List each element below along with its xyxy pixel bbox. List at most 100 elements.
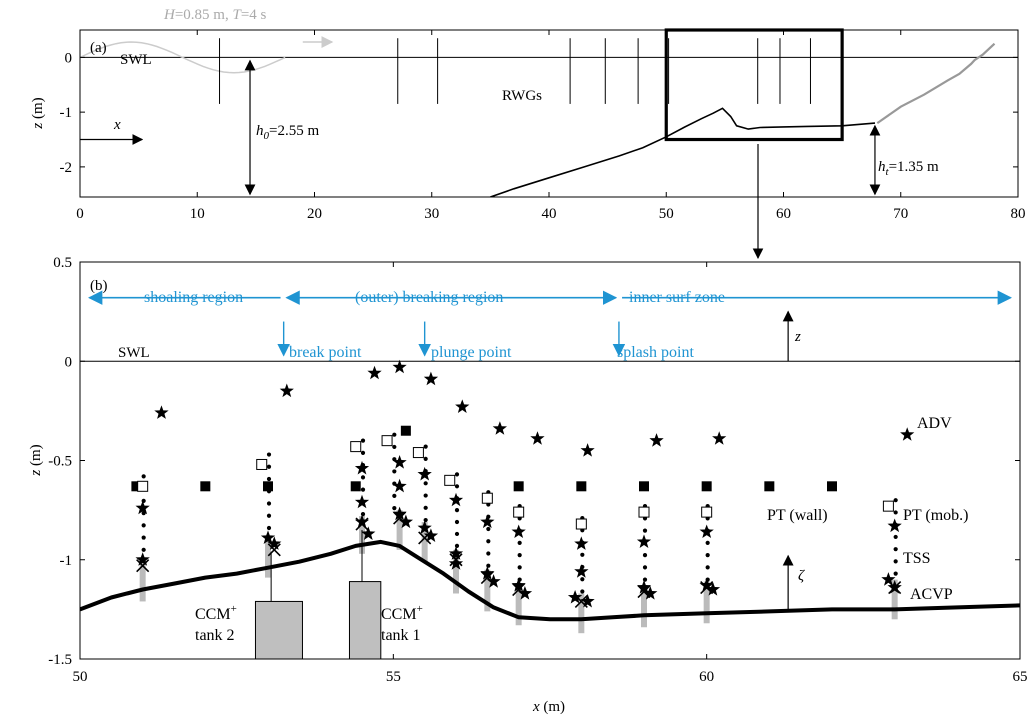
adv-star-marker <box>448 556 464 570</box>
tss-sample-dot <box>266 452 272 457</box>
tss-sample-dot <box>517 565 522 570</box>
tss-sample-dot <box>642 528 648 533</box>
x-tick-label-b: 65 <box>1013 669 1028 685</box>
tss-sample-dot <box>141 547 146 552</box>
tss-sample-dot <box>893 510 898 515</box>
adv-star-marker <box>392 455 407 469</box>
adv-star-marker <box>580 593 595 608</box>
tss-sample-dot <box>360 511 366 517</box>
x-tick-label-b: 55 <box>386 669 401 685</box>
adv-star-marker <box>135 552 150 566</box>
acvp-cross-marker <box>393 511 407 525</box>
tss-sample-dot <box>141 474 146 479</box>
x-tick-label-a: 0 <box>76 206 84 222</box>
plunge-point-label: plunge point <box>431 344 512 361</box>
adv-star-marker <box>455 399 470 413</box>
acvp-cross-marker <box>574 594 588 609</box>
ht-label: ht=1.35 m <box>878 159 939 178</box>
instrument-frame-bar <box>453 549 459 594</box>
y-tick-label-b: -1.5 <box>48 652 72 668</box>
panel-a: 0 10 20 30 40 50 60 70 80 0 -1 -2 (a) SWL RWGs x H=… <box>30 7 1026 222</box>
y-tick-label-b: 0 <box>65 354 73 370</box>
region-breaking-label: (outer) breaking region <box>355 289 503 306</box>
adv-star-marker <box>492 421 507 435</box>
adv-star-marker <box>448 546 464 560</box>
tss-sample-dot <box>454 484 460 489</box>
x-tick-label-a: 60 <box>776 206 791 222</box>
acvp-cross-marker <box>355 517 369 531</box>
pt-mob-marker <box>481 492 493 504</box>
x-tick-label-a: 40 <box>542 206 557 222</box>
rwgs-label: RWGs <box>502 88 542 104</box>
tss-sample-dot <box>392 444 397 450</box>
tss-sample-dot <box>454 543 460 548</box>
tss-sample-dot <box>454 519 460 525</box>
acvp-cross-marker <box>637 584 651 599</box>
tss-sample-dot <box>392 469 397 474</box>
pt-mob-marker <box>444 474 456 486</box>
adv-star-marker <box>480 566 495 580</box>
legend-pt-mob-label: PT (mob.) <box>903 507 968 524</box>
x-tick-label-a: 50 <box>659 206 674 222</box>
legend-pt-wall-label: PT (wall) <box>767 507 828 524</box>
acvp-cross-marker <box>418 531 432 545</box>
tss-sample-dot <box>266 476 272 482</box>
panel-a-y-axis-label: z (m) <box>30 97 46 129</box>
panel-b-y-axis-label: z (m) <box>28 444 44 476</box>
tss-sample-dot <box>423 517 428 523</box>
y-tick-label-b: -1 <box>60 553 73 569</box>
adv-star-marker <box>699 578 714 592</box>
tss-sample-dot <box>642 553 648 558</box>
adv-star-marker <box>511 578 526 592</box>
instrument-frame-bar <box>421 522 428 562</box>
pt-mob-marker <box>412 447 424 459</box>
x-tick-label-a: 30 <box>424 206 439 222</box>
y-tick-label-b: -0.5 <box>48 454 72 470</box>
bed-profile-a <box>490 107 876 197</box>
adv-star-marker <box>705 582 721 596</box>
adv-star-marker <box>423 528 439 542</box>
instrument-frame-bar <box>139 559 146 602</box>
tss-sample-dot <box>423 456 428 461</box>
tss-sample-dot <box>517 553 522 558</box>
pt-mob-marker <box>638 506 650 518</box>
zoom-box <box>664 28 844 142</box>
tank1-label-line2: tank 1 <box>381 627 421 644</box>
pt-mob-marker <box>882 500 894 512</box>
tss-sample-dot <box>266 464 272 469</box>
tss-sample-dot <box>642 565 648 570</box>
x-tick-label-b: 60 <box>699 669 714 685</box>
beach-profile <box>876 42 996 125</box>
swl-label-b: SWL <box>118 345 150 361</box>
instrument-frame-bar <box>396 510 403 550</box>
tank1-label-line1: CCM+ <box>381 603 423 623</box>
tss-sample-dot <box>486 563 491 568</box>
adv-star-marker <box>417 520 432 535</box>
adv-star-marker <box>900 427 915 441</box>
acvp-cross-marker <box>888 580 902 595</box>
adv-star-marker <box>398 514 413 529</box>
acvp-cross-marker <box>512 582 526 597</box>
tss-sample-dot <box>517 540 522 545</box>
pt-wall-marker <box>576 481 587 492</box>
acvp-cross-marker <box>136 559 150 573</box>
adv-star-marker <box>267 536 282 550</box>
tss-sample-dot <box>141 535 146 540</box>
tss-sample-dot <box>893 547 898 552</box>
tss-sample-dot <box>360 475 366 480</box>
bed-profile-b <box>80 539 1020 622</box>
pt-mob-marker <box>256 458 268 470</box>
tss-sample-dot <box>454 508 460 513</box>
tss-sample-dot <box>141 523 146 528</box>
tss-sample-dot <box>486 539 491 544</box>
pt-wall-marker <box>701 481 712 492</box>
instrument-frame-bar <box>578 593 585 634</box>
adv-star-marker <box>530 431 545 445</box>
z-axis-arrow-label: z <box>794 329 801 345</box>
pt-wall-marker <box>827 481 837 492</box>
h0-label: h0=2.55 m <box>256 123 319 142</box>
zeta-arrow-label: ζ <box>798 568 805 584</box>
adv-star-marker <box>361 526 376 540</box>
tss-sample-dot <box>392 493 397 498</box>
